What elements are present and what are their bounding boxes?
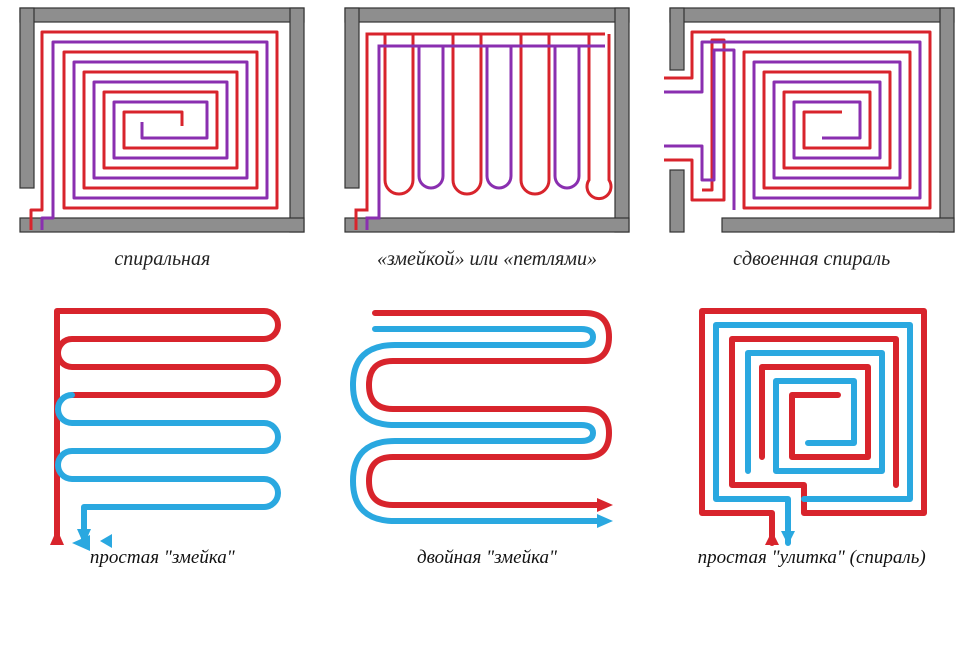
diagram-spiral [12,0,312,240]
caption-double-snake: двойная "змейка" [417,547,557,569]
diagram-double-snake [337,301,637,541]
caption-simple-snake: простая "змейка" [90,547,235,569]
diagram-simple-snail [662,301,962,541]
cell-double-spiral: сдвоенная спираль [649,0,974,301]
diagram-loops [337,0,637,240]
diagram-double-spiral [662,0,962,240]
arrow-out-blue [100,534,112,548]
cell-simple-snail: простая "улитка" (спираль) [649,301,974,569]
cell-double-snake: двойная "змейка" [325,301,650,569]
arrow-in-red [50,529,64,545]
caption-loops: «змейкой» или «петлями» [377,248,597,271]
caption-simple-snail: простая "улитка" (спираль) [698,547,926,569]
cell-spiral: спиральная [0,0,325,301]
cell-loops: «змейкой» или «петлями» [325,0,650,301]
diagram-simple-snake [12,301,312,541]
caption-double-spiral: сдвоенная спираль [733,248,890,271]
cell-simple-snake: простая "змейка" [0,301,325,569]
diagram-grid: спиральная [0,0,974,569]
caption-spiral: спиральная [114,248,210,271]
